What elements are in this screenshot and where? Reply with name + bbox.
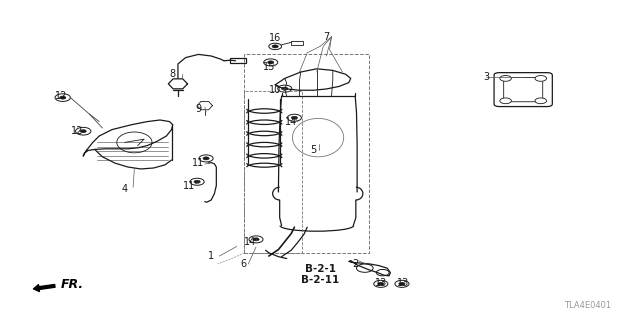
Circle shape [199, 155, 213, 162]
Text: TLA4E0401: TLA4E0401 [564, 301, 611, 310]
Circle shape [287, 114, 301, 121]
Text: 13: 13 [374, 278, 387, 288]
Circle shape [253, 238, 259, 241]
Circle shape [291, 116, 298, 119]
Text: 10: 10 [269, 84, 282, 95]
Text: 11: 11 [182, 180, 195, 191]
Circle shape [378, 282, 384, 285]
Circle shape [500, 76, 511, 81]
Text: 12: 12 [70, 126, 83, 136]
Text: 7: 7 [323, 32, 330, 42]
Circle shape [190, 178, 204, 185]
Circle shape [282, 87, 288, 90]
Circle shape [376, 269, 389, 276]
Circle shape [203, 157, 209, 160]
Text: 4: 4 [122, 184, 128, 194]
Text: B-2-1: B-2-1 [305, 264, 335, 274]
Text: 13: 13 [397, 278, 410, 288]
Circle shape [249, 236, 263, 243]
Circle shape [76, 127, 91, 135]
Circle shape [500, 98, 511, 104]
Text: 11: 11 [192, 158, 205, 168]
Text: 16: 16 [269, 33, 282, 44]
Text: 2: 2 [352, 259, 358, 269]
Bar [244, 91, 302, 253]
Bar [244, 54, 369, 253]
Circle shape [55, 94, 70, 101]
Circle shape [269, 43, 282, 50]
Text: 6: 6 [240, 259, 246, 269]
Circle shape [60, 96, 66, 99]
Text: 9: 9 [195, 104, 202, 114]
Circle shape [395, 280, 409, 287]
Text: 1: 1 [208, 251, 214, 261]
Circle shape [399, 282, 405, 285]
Circle shape [535, 98, 547, 104]
Text: FR.: FR. [61, 278, 84, 291]
Text: 15: 15 [262, 62, 275, 72]
Circle shape [264, 59, 278, 66]
Text: 12: 12 [54, 91, 67, 101]
Text: 14: 14 [285, 116, 298, 127]
Circle shape [356, 264, 373, 272]
Circle shape [535, 76, 547, 81]
Circle shape [80, 130, 86, 133]
Circle shape [374, 280, 388, 287]
Circle shape [278, 85, 292, 92]
Text: 5: 5 [310, 145, 317, 156]
Circle shape [272, 45, 278, 48]
Text: 3: 3 [483, 72, 490, 82]
Text: 8: 8 [170, 68, 176, 79]
Text: B-2-11: B-2-11 [301, 275, 339, 285]
Circle shape [194, 180, 200, 183]
Text: 14: 14 [243, 236, 256, 247]
Circle shape [268, 61, 274, 64]
